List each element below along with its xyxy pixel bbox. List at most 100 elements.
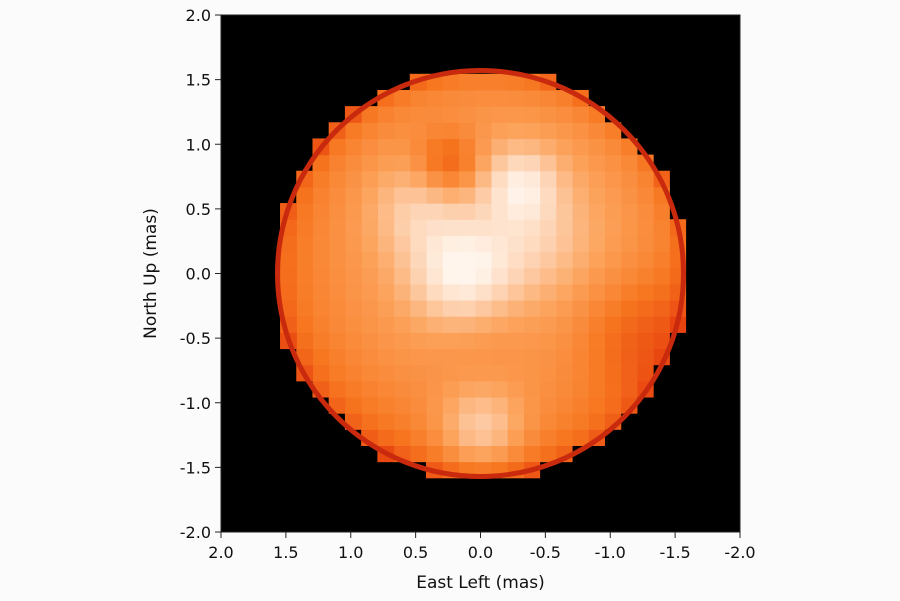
intensity-cell	[539, 235, 557, 253]
intensity-cell	[571, 138, 589, 156]
intensity-cell	[571, 299, 589, 317]
intensity-cell	[588, 154, 606, 172]
intensity-cell	[490, 170, 508, 188]
intensity-cell	[571, 219, 589, 236]
intensity-cell	[409, 235, 427, 253]
intensity-cell	[507, 170, 524, 188]
intensity-cell	[474, 138, 492, 156]
intensity-cell	[620, 283, 638, 301]
intensity-cell	[442, 380, 460, 398]
intensity-cell	[523, 316, 541, 333]
intensity-cell	[312, 219, 330, 236]
intensity-cell	[426, 445, 443, 463]
intensity-cell	[620, 203, 638, 220]
intensity-cell	[523, 348, 541, 366]
intensity-cell	[636, 283, 654, 301]
intensity-cell	[442, 364, 460, 382]
intensity-cell	[604, 219, 622, 236]
intensity-cell	[490, 89, 508, 107]
y-tick-label: -1.0	[180, 394, 211, 413]
intensity-cell	[296, 203, 314, 220]
intensity-cell	[604, 380, 622, 398]
intensity-cell	[523, 396, 541, 414]
intensity-cell	[588, 380, 606, 398]
intensity-cell	[636, 364, 654, 382]
intensity-cell	[539, 299, 557, 317]
intensity-cell	[539, 380, 557, 398]
intensity-cell	[474, 348, 492, 366]
intensity-cell	[344, 283, 362, 301]
intensity-cell	[426, 106, 443, 123]
y-tick-label: 1.0	[186, 135, 211, 154]
intensity-cell	[377, 380, 395, 398]
intensity-cell	[458, 251, 476, 269]
intensity-cell	[507, 348, 524, 366]
intensity-cell	[409, 122, 427, 140]
intensity-cell	[588, 267, 606, 285]
intensity-cell	[344, 219, 362, 236]
intensity-cell	[588, 413, 606, 430]
intensity-cell	[507, 380, 524, 398]
intensity-cell	[426, 380, 443, 398]
intensity-cell	[555, 380, 573, 398]
intensity-cell	[361, 170, 378, 188]
intensity-cell	[507, 396, 524, 414]
intensity-cell	[393, 138, 411, 156]
intensity-cell	[588, 332, 606, 350]
intensity-cell	[523, 219, 541, 236]
intensity-cell	[393, 203, 411, 220]
intensity-cell	[442, 219, 460, 236]
intensity-cell	[442, 413, 460, 430]
intensity-cell	[442, 235, 460, 253]
intensity-cell	[442, 396, 460, 414]
intensity-cell	[474, 89, 492, 107]
intensity-cell	[328, 380, 346, 398]
intensity-cell	[296, 235, 314, 253]
intensity-cell	[393, 267, 411, 285]
intensity-cell	[344, 186, 362, 204]
intensity-cell	[588, 138, 606, 156]
intensity-cell	[409, 413, 427, 430]
y-tick-label: -1.5	[180, 458, 211, 477]
intensity-cell	[490, 154, 508, 172]
intensity-cell	[523, 413, 541, 430]
intensity-cell	[344, 396, 362, 414]
intensity-cell	[571, 170, 589, 188]
intensity-cell	[361, 316, 378, 333]
intensity-cell	[296, 348, 314, 366]
intensity-cell	[377, 122, 395, 140]
intensity-cell	[361, 186, 378, 204]
intensity-cell	[636, 316, 654, 333]
intensity-cell	[344, 170, 362, 188]
intensity-cell	[344, 348, 362, 366]
intensity-cell	[442, 283, 460, 301]
intensity-cell	[361, 235, 378, 253]
intensity-cell	[555, 219, 573, 236]
intensity-cell	[442, 251, 460, 269]
intensity-cell	[312, 299, 330, 317]
intensity-cell	[620, 170, 638, 188]
intensity-cell	[507, 332, 524, 350]
intensity-cell	[474, 170, 492, 188]
intensity-cell	[620, 332, 638, 350]
intensity-cell	[426, 203, 443, 220]
intensity-cell	[426, 332, 443, 350]
intensity-cell	[361, 364, 378, 382]
intensity-cell	[312, 364, 330, 382]
intensity-cell	[523, 203, 541, 220]
intensity-cell	[507, 364, 524, 382]
intensity-cell	[490, 283, 508, 301]
intensity-cell	[474, 235, 492, 253]
intensity-cell	[361, 106, 378, 123]
intensity-cell	[539, 122, 557, 140]
intensity-cell	[328, 138, 346, 156]
intensity-cell	[620, 251, 638, 269]
intensity-cell	[328, 316, 346, 333]
intensity-cell	[328, 348, 346, 366]
intensity-cell	[490, 235, 508, 253]
intensity-cell	[636, 219, 654, 236]
intensity-cell	[361, 380, 378, 398]
intensity-cell	[442, 73, 460, 91]
intensity-cell	[328, 170, 346, 188]
intensity-cell	[361, 219, 378, 236]
